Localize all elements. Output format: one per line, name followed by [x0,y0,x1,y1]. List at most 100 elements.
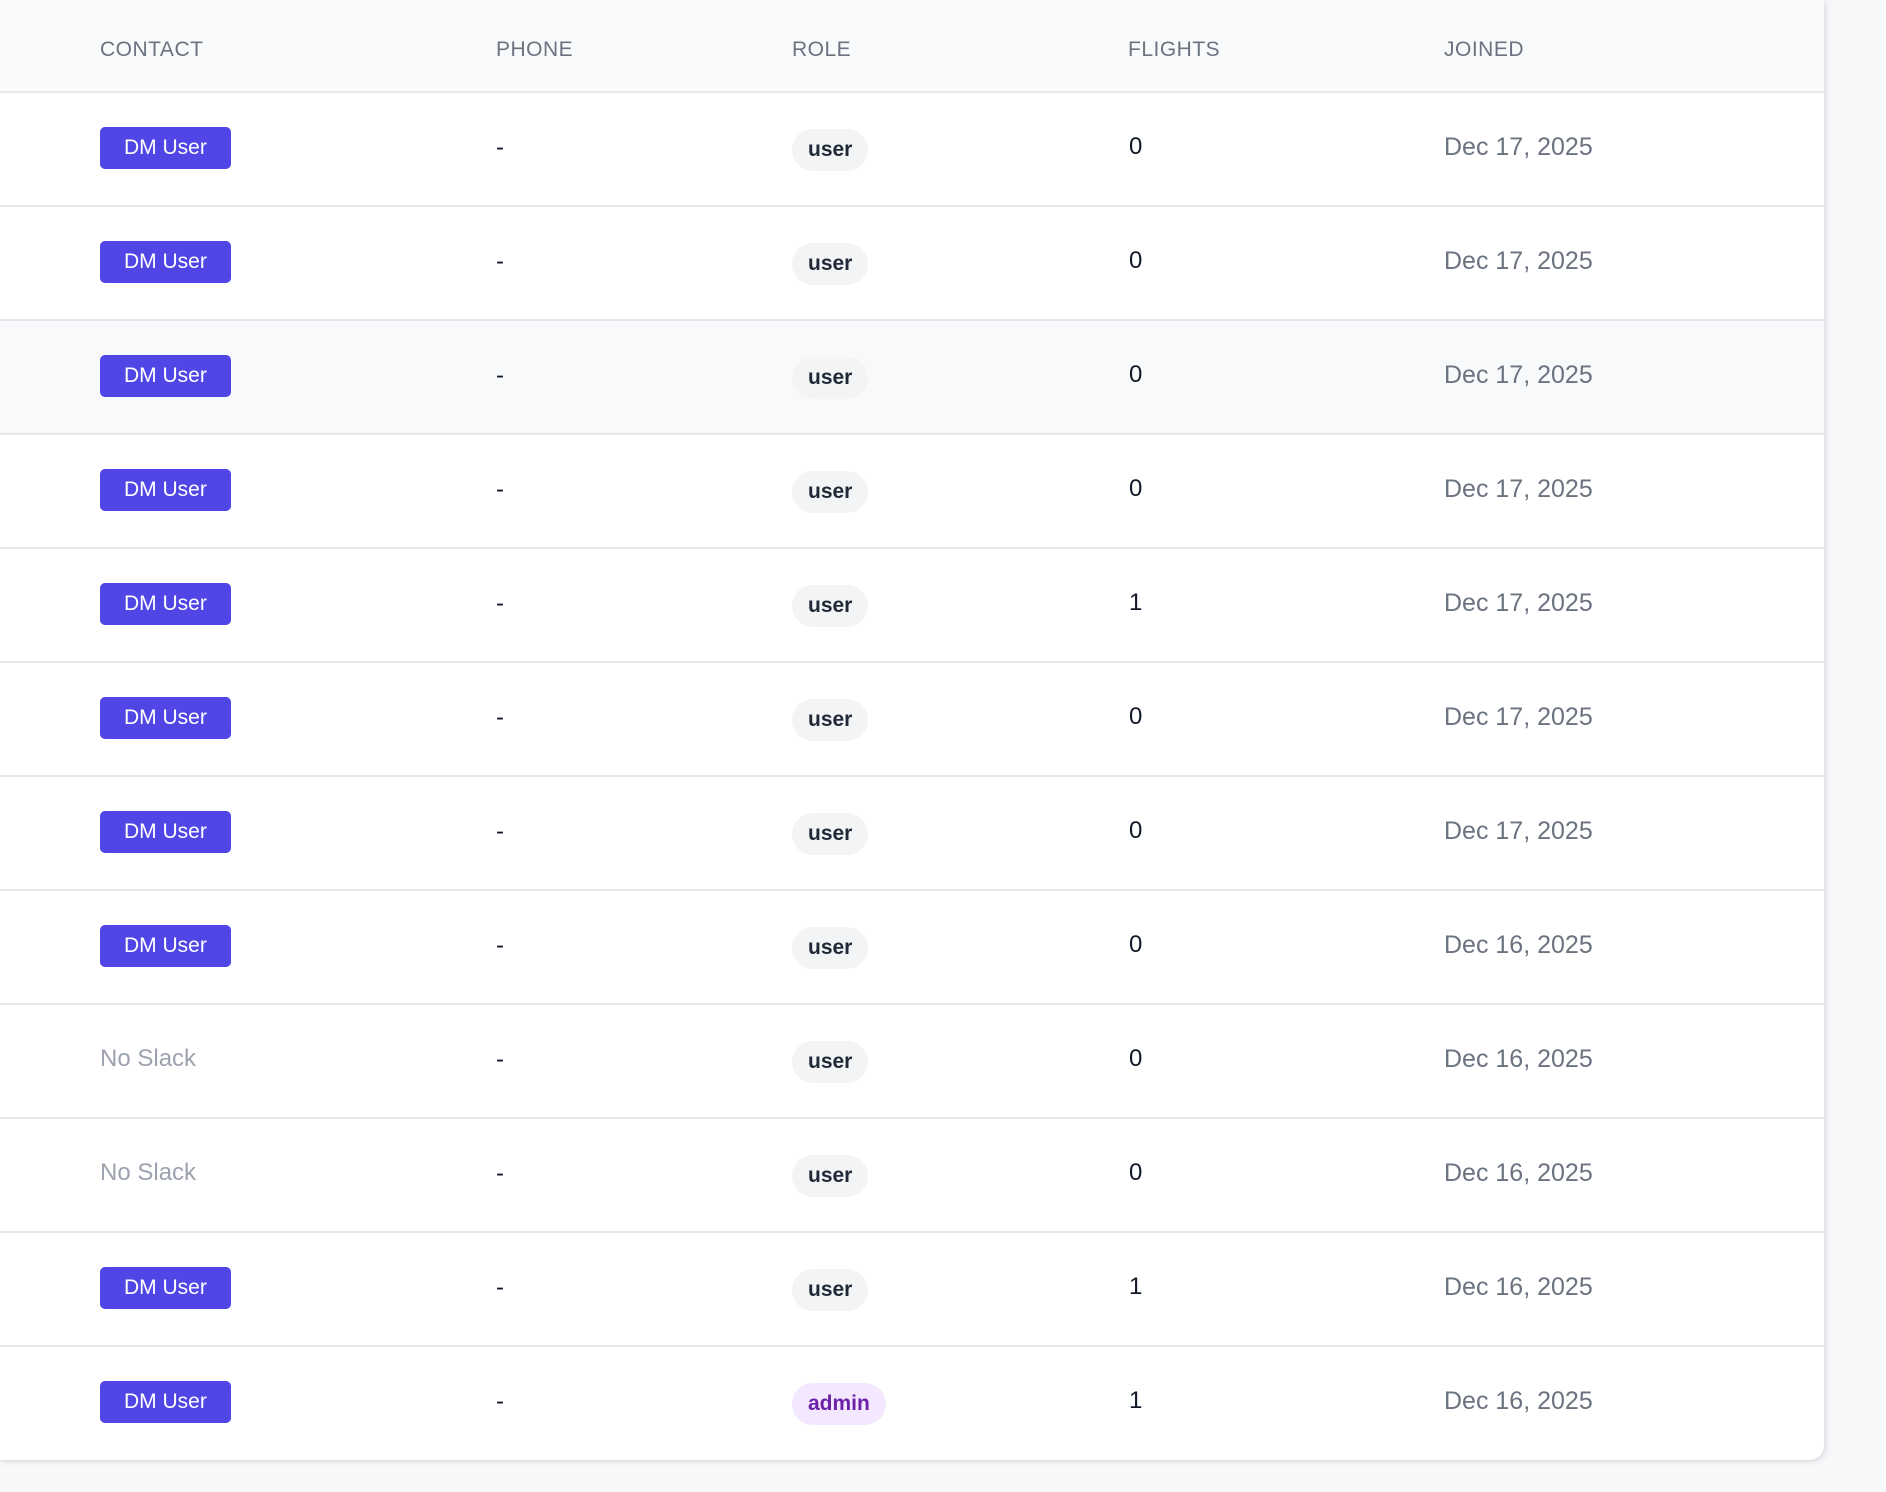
users-table: CONTACT PHONE ROLE FLIGHTS JOINED DM Use… [0,0,1824,1460]
role-cell: user [792,1233,869,1345]
flights-cell: 0 [1129,321,1142,433]
table-row[interactable]: DM User - user 0 Dec 17, 2025 [0,321,1824,435]
table-row[interactable]: DM User - user 0 Dec 17, 2025 [0,207,1824,321]
joined-date: Dec 16, 2025 [1444,1044,1593,1073]
phone-cell: - [496,1347,504,1459]
flights-count: 0 [1129,133,1143,160]
contact-cell: DM User [100,321,231,433]
dm-user-button[interactable]: DM User [100,583,231,625]
column-header-phone[interactable]: PHONE [496,38,574,61]
joined-date: Dec 17, 2025 [1444,246,1593,275]
phone-value: - [496,362,504,389]
table-header: CONTACT PHONE ROLE FLIGHTS JOINED [0,0,1824,93]
joined-cell: Dec 17, 2025 [1444,435,1593,547]
table-row[interactable]: DM User - user 0 Dec 17, 2025 [0,663,1824,777]
phone-value: - [496,818,504,845]
flights-count: 0 [1129,1159,1143,1186]
flights-count: 0 [1129,361,1143,388]
role-cell: user [792,549,869,661]
role-badge: user [792,813,869,855]
column-header-contact[interactable]: CONTACT [100,38,204,61]
role-cell: user [792,663,869,775]
table-row[interactable]: DM User - user 0 Dec 17, 2025 [0,93,1824,207]
contact-cell: No Slack [100,1119,196,1231]
table-row[interactable]: DM User - user 0 Dec 17, 2025 [0,777,1824,891]
joined-date: Dec 16, 2025 [1444,1386,1593,1415]
role-badge: user [792,699,869,741]
dm-user-button[interactable]: DM User [100,355,231,397]
table-row[interactable]: DM User - user 0 Dec 16, 2025 [0,891,1824,1005]
dm-user-button[interactable]: DM User [100,1267,231,1309]
joined-cell: Dec 16, 2025 [1444,1005,1593,1117]
flights-count: 0 [1129,475,1143,502]
phone-value: - [496,248,504,275]
phone-cell: - [496,891,504,1003]
phone-value: - [496,1274,504,1301]
phone-value: - [496,1388,504,1415]
flights-count: 1 [1129,1273,1143,1300]
phone-value: - [496,932,504,959]
phone-cell: - [496,1005,504,1117]
dm-user-button[interactable]: DM User [100,1381,231,1423]
role-badge: user [792,1269,869,1311]
joined-cell: Dec 17, 2025 [1444,549,1593,661]
dm-user-button[interactable]: DM User [100,127,231,169]
phone-value: - [496,134,504,161]
phone-cell: - [496,93,504,205]
phone-cell: - [496,321,504,433]
joined-date: Dec 16, 2025 [1444,1272,1593,1301]
dm-user-button[interactable]: DM User [100,925,231,967]
role-badge: admin [792,1383,886,1425]
joined-date: Dec 17, 2025 [1444,474,1593,503]
table-row[interactable]: DM User - user 0 Dec 17, 2025 [0,435,1824,549]
joined-date: Dec 16, 2025 [1444,1158,1593,1187]
role-cell: user [792,1005,869,1117]
contact-cell: DM User [100,1347,231,1459]
joined-date: Dec 17, 2025 [1444,360,1593,389]
phone-value: - [496,1160,504,1187]
joined-cell: Dec 16, 2025 [1444,1233,1593,1345]
table-row[interactable]: No Slack - user 0 Dec 16, 2025 [0,1119,1824,1233]
dm-user-button[interactable]: DM User [100,241,231,283]
flights-count: 0 [1129,247,1143,274]
contact-cell: DM User [100,207,231,319]
role-badge: user [792,1041,869,1083]
joined-cell: Dec 16, 2025 [1444,891,1593,1003]
table-body: DM User - user 0 Dec 17, 2025 [0,93,1824,1460]
role-badge: user [792,357,869,399]
joined-cell: Dec 16, 2025 [1444,1347,1593,1459]
contact-cell: DM User [100,435,231,547]
table-row[interactable]: DM User - admin 1 Dec 16, 2025 [0,1347,1824,1460]
no-slack-label: No Slack [100,1045,197,1072]
flights-count: 1 [1129,1387,1143,1414]
column-header-joined[interactable]: JOINED [1444,38,1525,61]
role-badge: user [792,129,869,171]
table-row[interactable]: No Slack - user 0 Dec 16, 2025 [0,1005,1824,1119]
contact-cell: DM User [100,777,231,889]
role-cell: user [792,93,869,205]
dm-user-button[interactable]: DM User [100,469,231,511]
contact-cell: DM User [100,1233,231,1345]
flights-cell: 1 [1129,549,1142,661]
role-cell: user [792,321,869,433]
phone-cell: - [496,549,504,661]
phone-cell: - [496,207,504,319]
contact-cell: DM User [100,93,231,205]
joined-cell: Dec 17, 2025 [1444,207,1593,319]
contact-cell: DM User [100,549,231,661]
dm-user-button[interactable]: DM User [100,811,231,853]
dm-user-button[interactable]: DM User [100,697,231,739]
table-row[interactable]: DM User - user 1 Dec 16, 2025 [0,1233,1824,1347]
contact-cell: DM User [100,891,231,1003]
role-cell: user [792,207,869,319]
role-cell: user [792,891,869,1003]
flights-count: 0 [1129,931,1143,958]
column-header-flights[interactable]: FLIGHTS [1128,38,1221,61]
role-badge: user [792,927,869,969]
role-badge: user [792,471,869,513]
table-row[interactable]: DM User - user 1 Dec 17, 2025 [0,549,1824,663]
joined-date: Dec 16, 2025 [1444,930,1593,959]
joined-date: Dec 17, 2025 [1444,702,1593,731]
column-header-role[interactable]: ROLE [792,38,852,61]
role-cell: user [792,777,869,889]
